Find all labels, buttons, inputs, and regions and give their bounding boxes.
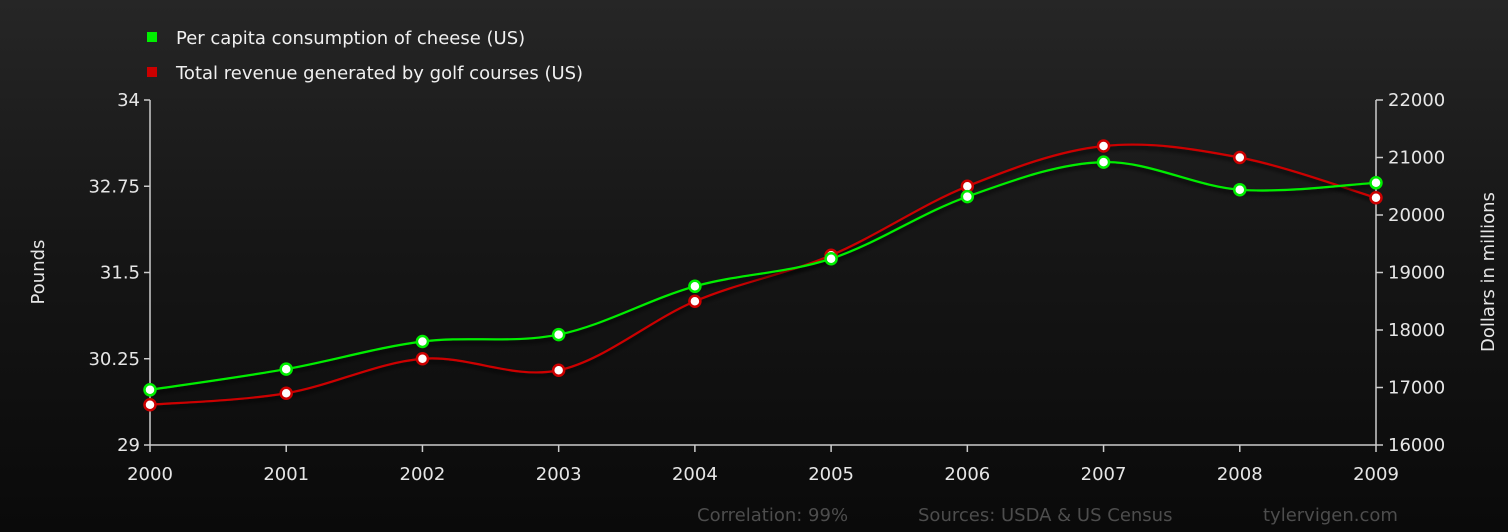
right-axis-tick-label: 20000 [1388, 205, 1445, 226]
right-axis-tick-label: 16000 [1388, 435, 1445, 456]
footer-correlation: Correlation: 99% [697, 505, 848, 526]
data-point-cheese[interactable] [143, 383, 157, 397]
left-axis-tick-label: 30.25 [88, 349, 140, 370]
x-axis-tick-label: 2004 [672, 464, 718, 485]
data-point-golf[interactable] [279, 386, 293, 400]
data-point-golf[interactable] [143, 398, 157, 412]
data-point-cheese[interactable] [960, 189, 975, 204]
series-line-golf [149, 143, 1377, 406]
x-axis-tick-label: 2006 [944, 464, 990, 485]
x-axis-tick-label: 2009 [1353, 464, 1399, 485]
x-axis-tick-label: 2000 [127, 464, 173, 485]
left-axis-tick-label: 34 [117, 90, 140, 111]
left-axis-tick-label: 32.75 [88, 176, 140, 197]
x-axis-tick-label: 2001 [263, 464, 309, 485]
data-point-cheese[interactable] [415, 334, 430, 349]
data-point-cheese[interactable] [688, 279, 702, 294]
series-line-cheese [149, 160, 1377, 391]
legend-label-golf: Total revenue generated by golf courses … [175, 63, 583, 84]
left-axis-title: Pounds [28, 240, 49, 305]
data-point-cheese[interactable] [279, 362, 293, 376]
footer-sources: Sources: USDA & US Census [918, 505, 1172, 526]
series-lines [149, 143, 1377, 406]
footer-site: tylervigen.com [1263, 505, 1398, 526]
legend-label-cheese: Per capita consumption of cheese (US) [176, 28, 525, 49]
data-point-cheese[interactable] [1233, 182, 1247, 197]
left-axis-tick-label: 29 [117, 435, 140, 456]
data-point-golf[interactable] [551, 363, 566, 377]
data-point-cheese[interactable] [1096, 155, 1111, 169]
legend: Per capita consumption of cheese (US) To… [147, 28, 583, 84]
right-axis-tick-label: 22000 [1388, 90, 1445, 111]
data-point-cheese[interactable] [551, 327, 566, 342]
data-point-golf[interactable] [415, 352, 430, 366]
x-axis-tick-label: 2005 [808, 464, 854, 485]
data-point-golf[interactable] [1233, 150, 1247, 165]
tick-group: 29 30.25 31.5 32.75 34 16000 17000 18000 19000 20… [88, 90, 1445, 485]
data-point-golf[interactable] [688, 294, 702, 308]
right-axis-tick-label: 21000 [1388, 148, 1445, 169]
right-axis-title: Dollars in millions [1478, 192, 1499, 352]
data-point-cheese[interactable] [824, 251, 838, 266]
x-axis-tick-label: 2002 [400, 464, 446, 485]
data-point-golf[interactable] [1096, 139, 1111, 153]
data-point-golf[interactable] [1369, 191, 1383, 205]
series-points [143, 139, 1383, 412]
legend-swatch-cheese [147, 32, 157, 42]
legend-swatch-golf [147, 67, 157, 77]
right-axis-tick-label: 19000 [1388, 263, 1445, 284]
right-axis-tick-label: 18000 [1388, 320, 1445, 341]
x-axis-tick-label: 2008 [1217, 464, 1263, 485]
x-axis-tick-label: 2007 [1081, 464, 1127, 485]
right-axis-tick-label: 17000 [1388, 378, 1445, 399]
left-axis-tick-label: 31.5 [100, 263, 140, 284]
data-point-cheese[interactable] [1369, 176, 1383, 190]
footer: Correlation: 99% Sources: USDA & US Cens… [697, 505, 1398, 526]
x-axis-tick-label: 2003 [536, 464, 582, 485]
